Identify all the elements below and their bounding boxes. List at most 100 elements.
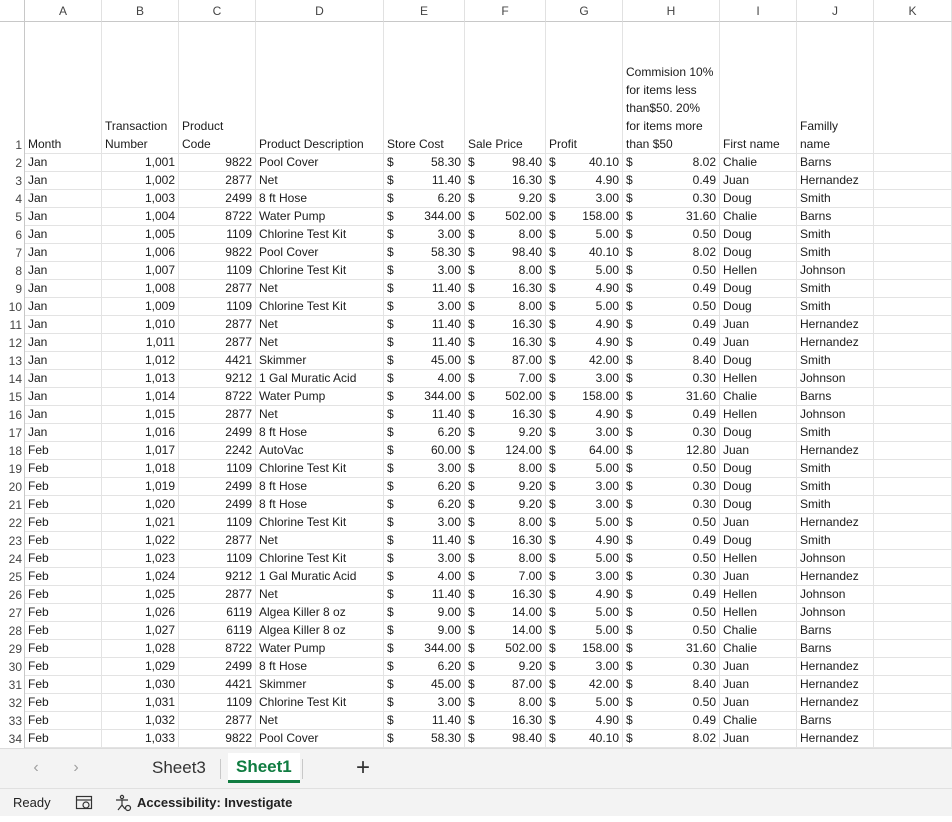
table-cell[interactable]: 2877 (179, 280, 256, 298)
table-cell[interactable]: $45.00 (384, 676, 465, 694)
row-header[interactable]: 32 (0, 694, 25, 712)
table-cell[interactable]: 1,025 (102, 586, 179, 604)
table-cell[interactable]: $3.00 (546, 370, 623, 388)
column-header-c[interactable]: C (179, 0, 256, 22)
table-cell[interactable]: Juan (720, 730, 797, 748)
table-cell[interactable]: 8 ft Hose (256, 496, 384, 514)
table-cell[interactable]: $0.49 (623, 334, 720, 352)
table-cell[interactable] (874, 190, 952, 208)
header-cell-month[interactable]: Month (25, 22, 102, 154)
table-cell[interactable]: Feb (25, 442, 102, 460)
table-cell[interactable]: 6119 (179, 604, 256, 622)
table-cell[interactable]: Smith (797, 190, 874, 208)
column-header-d[interactable]: D (256, 0, 384, 22)
table-cell[interactable]: $45.00 (384, 352, 465, 370)
accessibility-status[interactable]: Accessibility: Investigate (137, 795, 293, 810)
table-cell[interactable]: Chalie (720, 622, 797, 640)
table-cell[interactable]: Feb (25, 514, 102, 532)
table-cell[interactable]: $98.40 (465, 730, 546, 748)
table-cell[interactable]: $16.30 (465, 406, 546, 424)
table-cell[interactable]: $58.30 (384, 244, 465, 262)
table-cell[interactable]: 1,017 (102, 442, 179, 460)
table-cell[interactable] (874, 424, 952, 442)
table-cell[interactable]: $3.00 (384, 460, 465, 478)
table-cell[interactable]: Juan (720, 568, 797, 586)
table-cell[interactable]: Hernandez (797, 172, 874, 190)
table-cell[interactable]: $0.50 (623, 694, 720, 712)
header-cell-family-name[interactable]: Familly name (797, 22, 874, 154)
table-cell[interactable]: Johnson (797, 604, 874, 622)
table-cell[interactable]: Doug (720, 478, 797, 496)
table-cell[interactable]: 8722 (179, 388, 256, 406)
row-header[interactable]: 1 (0, 22, 25, 154)
table-cell[interactable]: Doug (720, 352, 797, 370)
table-cell[interactable]: Pool Cover (256, 730, 384, 748)
table-cell[interactable]: $344.00 (384, 640, 465, 658)
table-cell[interactable]: $14.00 (465, 622, 546, 640)
table-cell[interactable] (874, 478, 952, 496)
table-cell[interactable]: Jan (25, 406, 102, 424)
table-cell[interactable]: Hellen (720, 550, 797, 568)
table-cell[interactable]: $5.00 (546, 262, 623, 280)
table-cell[interactable]: Jan (25, 424, 102, 442)
table-cell[interactable]: Smith (797, 244, 874, 262)
column-header-a[interactable]: A (25, 0, 102, 22)
table-cell[interactable]: $3.00 (384, 514, 465, 532)
row-header[interactable]: 17 (0, 424, 25, 442)
table-cell[interactable]: Juan (720, 676, 797, 694)
header-cell-store-cost[interactable]: Store Cost (384, 22, 465, 154)
table-cell[interactable]: Barns (797, 622, 874, 640)
table-cell[interactable] (874, 658, 952, 676)
table-cell[interactable]: 6119 (179, 622, 256, 640)
column-header-g[interactable]: G (546, 0, 623, 22)
table-cell[interactable] (874, 226, 952, 244)
header-cell-transaction[interactable]: Transaction Number (102, 22, 179, 154)
table-cell[interactable] (874, 712, 952, 730)
row-header[interactable]: 33 (0, 712, 25, 730)
table-cell[interactable]: $9.20 (465, 478, 546, 496)
table-cell[interactable]: Chlorine Test Kit (256, 460, 384, 478)
table-cell[interactable]: Jan (25, 334, 102, 352)
table-cell[interactable]: $0.50 (623, 550, 720, 568)
table-cell[interactable]: 1109 (179, 514, 256, 532)
row-header[interactable]: 20 (0, 478, 25, 496)
table-cell[interactable]: 1,020 (102, 496, 179, 514)
table-cell[interactable]: Doug (720, 280, 797, 298)
column-header-b[interactable]: B (102, 0, 179, 22)
table-cell[interactable]: Doug (720, 190, 797, 208)
row-header[interactable]: 9 (0, 280, 25, 298)
table-cell[interactable]: $6.20 (384, 190, 465, 208)
scroll-tabs-left-icon[interactable]: ‹ (33, 759, 39, 776)
table-cell[interactable]: $4.90 (546, 406, 623, 424)
table-cell[interactable]: $31.60 (623, 208, 720, 226)
table-cell[interactable]: $8.00 (465, 514, 546, 532)
table-cell[interactable]: Smith (797, 280, 874, 298)
table-cell[interactable]: Hellen (720, 262, 797, 280)
table-cell[interactable]: Doug (720, 460, 797, 478)
table-cell[interactable]: 1,006 (102, 244, 179, 262)
table-cell[interactable]: $5.00 (546, 622, 623, 640)
table-cell[interactable]: $3.00 (546, 496, 623, 514)
table-cell[interactable]: $16.30 (465, 316, 546, 334)
table-cell[interactable]: 8722 (179, 208, 256, 226)
table-cell[interactable]: Chlorine Test Kit (256, 226, 384, 244)
row-header[interactable]: 28 (0, 622, 25, 640)
row-header[interactable]: 8 (0, 262, 25, 280)
table-cell[interactable]: 1,030 (102, 676, 179, 694)
row-header[interactable]: 24 (0, 550, 25, 568)
table-cell[interactable]: 1,029 (102, 658, 179, 676)
select-all-corner[interactable] (0, 0, 25, 22)
table-cell[interactable]: 1,032 (102, 712, 179, 730)
table-cell[interactable]: $5.00 (546, 550, 623, 568)
table-cell[interactable]: Feb (25, 640, 102, 658)
table-cell[interactable]: $8.00 (465, 694, 546, 712)
table-cell[interactable]: Juan (720, 442, 797, 460)
table-cell[interactable]: $7.00 (465, 370, 546, 388)
table-cell[interactable]: 2499 (179, 658, 256, 676)
row-header[interactable]: 3 (0, 172, 25, 190)
table-cell[interactable]: $4.90 (546, 586, 623, 604)
table-cell[interactable]: 1109 (179, 298, 256, 316)
table-cell[interactable]: Barns (797, 712, 874, 730)
table-cell[interactable]: Hernandez (797, 676, 874, 694)
table-cell[interactable]: Pool Cover (256, 244, 384, 262)
